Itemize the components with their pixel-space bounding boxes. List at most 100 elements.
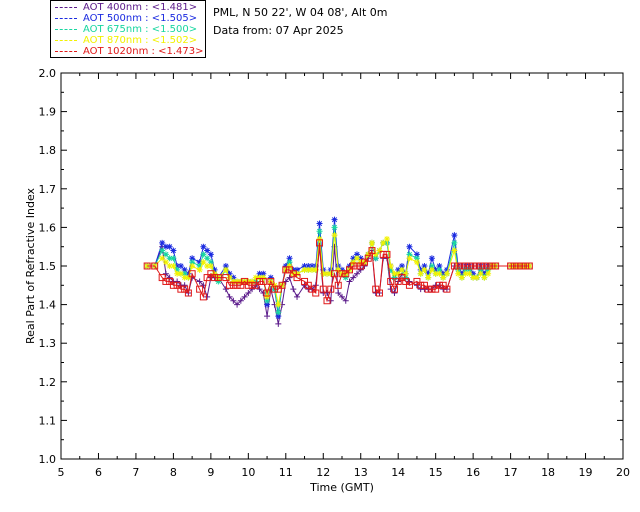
x-tick-label: 16: [466, 466, 480, 479]
data-point: [417, 266, 424, 273]
data-point: [402, 277, 410, 285]
data-point: [188, 270, 196, 278]
data-point: [159, 247, 166, 254]
data-point: [252, 281, 260, 289]
data-point: [473, 262, 481, 270]
data-point: [305, 266, 312, 273]
legend-label: AOT 675nm : <1.500>: [83, 24, 198, 35]
data-point: [309, 263, 316, 269]
data-point: [432, 285, 440, 293]
data-point: [376, 247, 383, 254]
data-point: [413, 255, 420, 262]
x-axis-label: Time (GMT): [309, 481, 374, 494]
data-point: [466, 270, 473, 277]
data-point: [485, 270, 492, 277]
data-point: [339, 293, 345, 300]
data-point: [331, 270, 339, 278]
data-point: [335, 266, 342, 273]
data-point: [200, 259, 207, 266]
series-layer: [143, 216, 533, 327]
data-point: [387, 263, 394, 269]
data-point: [184, 289, 192, 297]
x-tick-label: 11: [279, 466, 293, 479]
data-point: [151, 262, 159, 270]
y-tick-label: 1.5: [39, 260, 57, 273]
data-point: [301, 277, 309, 285]
data-point: [518, 262, 526, 270]
data-point: [204, 255, 211, 262]
data-point: [301, 266, 308, 273]
data-point: [229, 281, 237, 289]
data-point: [316, 239, 324, 247]
data-point: [455, 270, 462, 277]
data-point: [294, 266, 301, 273]
data-point: [189, 263, 196, 269]
data-point: [189, 255, 196, 262]
y-axis-label: Real Part of Refractive Index: [24, 187, 37, 344]
data-point: [244, 281, 252, 289]
data-point: [320, 270, 327, 277]
data-point: [454, 262, 462, 270]
legend-item: AOT 675nm : <1.500>: [55, 24, 205, 35]
data-point: [312, 266, 319, 273]
data-point: [360, 258, 368, 266]
data-point: [286, 263, 293, 269]
data-point: [259, 277, 267, 285]
data-point: [174, 263, 181, 269]
data-point: [391, 270, 398, 277]
data-point: [305, 263, 312, 269]
data-point: [312, 289, 320, 297]
legend-label: AOT 500nm : <1.505>: [83, 13, 198, 24]
data-point: [166, 255, 173, 262]
data-point: [237, 278, 244, 285]
data-point: [372, 251, 379, 258]
data-point: [492, 262, 500, 270]
data-point: [282, 278, 289, 285]
data-point: [308, 285, 316, 293]
data-point: [319, 285, 327, 293]
y-tick-label: 1.1: [39, 414, 57, 427]
y-tick-label: 1.8: [39, 144, 57, 157]
data-point: [380, 239, 387, 246]
data-point: [256, 286, 263, 293]
data-point: [196, 263, 203, 269]
data-point: [387, 277, 395, 285]
data-point: [470, 274, 477, 281]
data-point: [226, 281, 234, 289]
y-axis: 1.0 1.1 1.2 1.3 1.4 1.5 1.6 1.7 1.8 1.9 2.0: [39, 67, 623, 466]
data-point: [256, 270, 263, 277]
data-point: [485, 266, 492, 273]
data-point: [417, 281, 425, 289]
data-point: [230, 278, 237, 285]
data-point: [345, 266, 353, 274]
data-point: [170, 247, 177, 254]
data-point: [324, 270, 331, 277]
legend-swatch: [55, 7, 77, 8]
data-point: [514, 262, 522, 270]
x-tick-label: 19: [579, 466, 593, 479]
legend-swatch: [55, 40, 77, 41]
data-point: [316, 220, 323, 227]
data-point: [357, 262, 365, 270]
data-point: [395, 266, 402, 273]
data-point: [477, 270, 484, 277]
data-point: [173, 281, 181, 289]
data-point: [159, 239, 166, 246]
data-point: [177, 263, 184, 269]
data-point: [174, 266, 181, 273]
data-point: [383, 235, 390, 242]
data-point: [158, 274, 166, 282]
y-tick-label: 2.0: [39, 67, 57, 80]
data-point: [249, 286, 256, 293]
data-point: [264, 313, 271, 320]
data-point: [342, 297, 349, 304]
data-point: [465, 262, 473, 270]
data-point: [286, 266, 294, 274]
data-point: [510, 262, 518, 270]
data-point: [451, 232, 458, 239]
data-point: [526, 263, 533, 269]
data-point: [203, 274, 211, 282]
data-point: [432, 266, 439, 273]
data-point: [249, 278, 256, 285]
data-point: [256, 277, 264, 285]
